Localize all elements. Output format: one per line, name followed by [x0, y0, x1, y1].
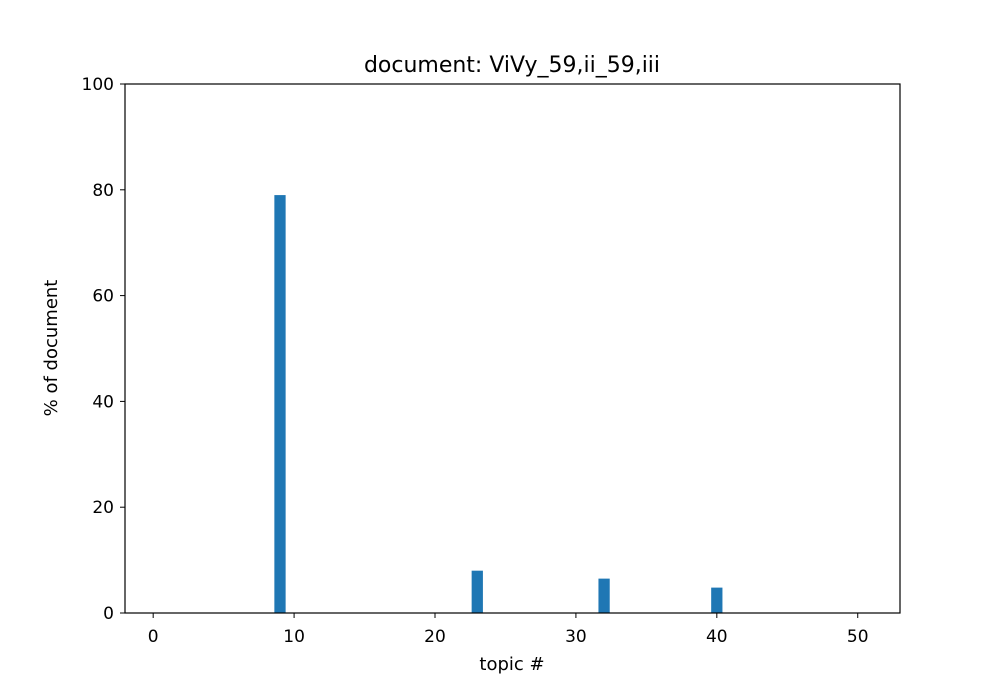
x-tick-label: 10: [283, 627, 305, 647]
bar-topic-32: [598, 578, 610, 613]
y-tick-label: 100: [82, 75, 114, 95]
bar-topic-23: [471, 570, 483, 613]
x-tick-label: 50: [847, 627, 869, 647]
x-tick-label: 0: [148, 627, 159, 647]
y-tick-label: 40: [92, 392, 114, 412]
ticks-group: 0 10 20 30 40 50 0 20 40 60 80 100: [82, 75, 869, 647]
plot-area-frame: [124, 83, 901, 614]
y-axis-label: % of document: [41, 280, 62, 417]
y-tick-label: 20: [92, 498, 114, 518]
x-tick-label: 20: [424, 627, 446, 647]
chart-title: document: ViVy_59,ii_59,iii: [364, 53, 660, 78]
y-tick-label: 60: [92, 287, 114, 307]
y-tick-label: 80: [92, 181, 114, 201]
x-tick-label: 30: [565, 627, 587, 647]
x-axis-label: topic #: [479, 654, 544, 675]
bar-topic-9: [274, 195, 286, 613]
bar-topic-40: [711, 587, 723, 613]
x-tick-label: 40: [706, 627, 728, 647]
y-tick-label: 0: [103, 604, 114, 624]
